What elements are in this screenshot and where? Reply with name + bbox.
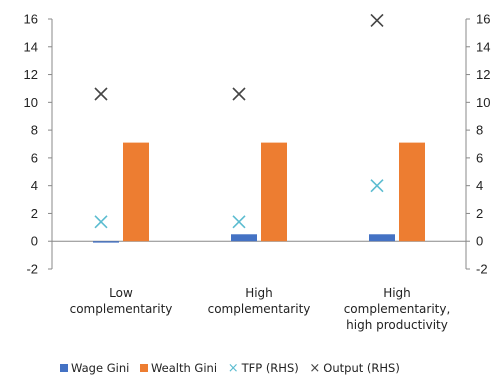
bar-wealth-gini-1	[261, 142, 287, 242]
legend-swatch-wealth-gini	[139, 364, 148, 372]
marker-tfp-rhs--2	[370, 179, 384, 193]
category-label-2: High complementarity, high productivity	[344, 286, 451, 332]
left-tick-label: 4	[31, 178, 38, 193]
legend: Wage Gini Wealth Gini × TFP (RHS) × Output…	[60, 361, 497, 376]
left-tick-label: 2	[31, 206, 38, 221]
right-tick-label: 14	[476, 39, 490, 54]
bar-wage-gini-0	[93, 241, 119, 243]
left-tick-label: 6	[31, 150, 38, 165]
legend-label-wage-gini: Wage Gini	[71, 361, 130, 375]
left-tick-label: -2	[26, 262, 38, 277]
left-tick-label: 0	[31, 234, 38, 249]
legend-label-wealth-gini: Wealth Gini	[150, 361, 218, 375]
marker-output-rhs--0	[94, 87, 108, 101]
category-label-0: Low complementarity	[70, 286, 173, 316]
legend-item-wealth-gini: Wealth Gini	[139, 361, 218, 375]
legend-item-wage-gini: Wage Gini	[60, 361, 129, 375]
right-axis: -2 0 2 4 6 8 10 12 14 16	[465, 12, 490, 277]
marker-tfp-rhs--0	[94, 215, 108, 229]
legend-marker-tfp-icon: ×	[227, 361, 239, 376]
bar-wage-gini-2	[369, 234, 395, 242]
left-axis: -2 0 2 4 6 8 10 12 14 16	[24, 12, 466, 277]
left-tick-label: 12	[24, 67, 38, 82]
category-label-1: High complementarity	[208, 286, 311, 316]
left-tick-label: 8	[31, 123, 38, 138]
bar-wealth-gini-0	[123, 142, 149, 242]
marker-output-rhs--2	[370, 13, 384, 27]
bar-wealth-gini-2	[399, 142, 425, 242]
markers	[94, 13, 384, 229]
right-tick-label: 0	[476, 234, 483, 249]
right-tick-label: 8	[476, 123, 483, 138]
left-tick-label: 16	[24, 12, 38, 27]
marker-tfp-rhs--1	[232, 215, 246, 229]
right-tick-label: 16	[476, 12, 490, 27]
right-tick-label: 2	[476, 206, 483, 221]
legend-item-output: × Output (RHS)	[309, 361, 399, 376]
legend-swatch-wage-gini	[60, 364, 68, 372]
left-tick-label: 10	[24, 95, 38, 110]
legend-item-tfp: × TFP (RHS)	[228, 361, 299, 376]
right-tick-label: 12	[476, 67, 490, 82]
right-tick-label: -2	[476, 262, 488, 277]
left-tick-label: 14	[24, 39, 38, 54]
bar-wage-gini-1	[231, 234, 257, 242]
category-labels: Low complementarity High complementarity Hig…	[70, 286, 451, 332]
legend-label-output: Output (RHS)	[323, 361, 400, 375]
legend-label-tfp: TFP (RHS)	[241, 361, 299, 375]
right-tick-label: 6	[476, 150, 483, 165]
right-tick-label: 4	[476, 178, 483, 193]
bars	[93, 142, 425, 243]
marker-output-rhs--1	[232, 87, 246, 101]
right-tick-label: 10	[476, 95, 490, 110]
legend-marker-output-icon: ×	[309, 361, 321, 376]
